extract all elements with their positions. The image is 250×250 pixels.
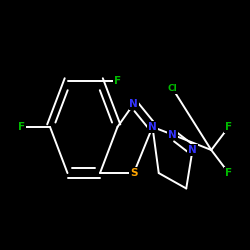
Text: N: N [168,130,177,140]
Text: F: F [225,122,232,132]
Text: F: F [114,76,121,86]
Text: N: N [188,145,197,155]
Text: F: F [18,122,25,132]
Text: N: N [130,99,138,109]
Text: N: N [148,122,157,132]
Text: Cl: Cl [168,84,177,93]
Text: F: F [225,168,232,178]
Text: S: S [130,168,138,178]
